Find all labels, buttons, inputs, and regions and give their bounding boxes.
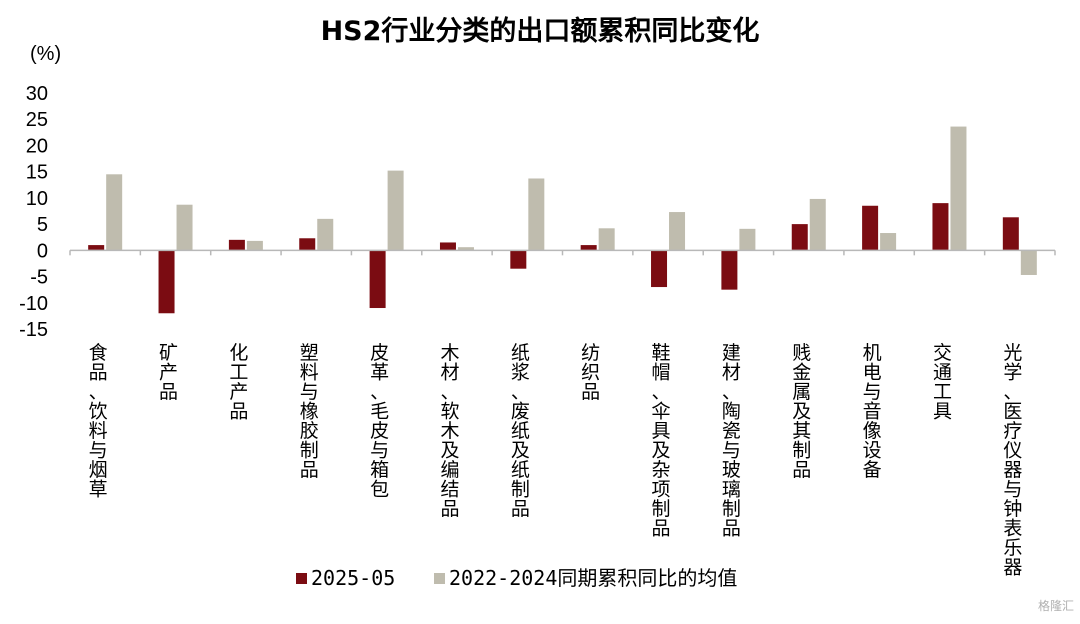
bar-series-1 xyxy=(439,242,456,251)
category-label: 交通工具 xyxy=(933,342,952,423)
bar-series-2 xyxy=(457,247,474,251)
bar-series-1 xyxy=(932,203,949,251)
bar-series-1 xyxy=(791,224,808,251)
bar-series-1 xyxy=(580,245,597,251)
y-tick-label: -5 xyxy=(30,267,48,289)
y-tick-label: -15 xyxy=(19,319,48,341)
bar-series-2 xyxy=(317,218,334,251)
category-label: 木材、软木及编结品 xyxy=(440,342,459,520)
legend-item: 2025-05 xyxy=(296,566,395,590)
y-axis-unit: (%) xyxy=(30,43,61,65)
category-label: 建材、陶瓷与玻璃制品 xyxy=(722,342,741,540)
bar-series-2 xyxy=(1020,250,1037,275)
bar-series-1 xyxy=(88,245,105,251)
y-tick-label: 15 xyxy=(26,162,48,184)
bars xyxy=(88,126,1037,314)
legend-swatch xyxy=(434,573,445,584)
bar-series-1 xyxy=(721,250,738,290)
legend-item: 2022-2024同期累积同比的均值 xyxy=(434,566,737,590)
bar-series-2 xyxy=(246,240,263,251)
chart-title: HS2行业分类的出口额累积同比变化 xyxy=(321,15,760,47)
bar-series-2 xyxy=(669,212,686,251)
bar-series-2 xyxy=(598,228,615,251)
bar-series-2 xyxy=(880,233,897,251)
category-labels: 食品、饮料与烟草 矿产品 化工产品 塑料与橡胶制品 皮革、毛皮与箱包 木材、软木及编结品 纸… xyxy=(89,342,1023,579)
bar-series-1 xyxy=(228,239,245,251)
y-tick-label: 20 xyxy=(26,135,48,157)
category-label: 纸浆、废纸及纸制品 xyxy=(511,342,530,520)
legend: 2025-05 2022-2024同期累积同比的均值 xyxy=(296,566,737,590)
bar-series-2 xyxy=(809,198,826,251)
y-tick-label: 0 xyxy=(37,240,48,262)
category-label: 贱金属及其制品 xyxy=(792,342,811,481)
bar-series-1 xyxy=(510,250,527,269)
y-tick-label: -10 xyxy=(19,293,48,315)
bar-series-2 xyxy=(528,178,545,251)
x-axis xyxy=(69,249,1056,256)
bar-series-2 xyxy=(950,126,967,251)
y-tick-label: 10 xyxy=(26,188,48,210)
watermark: 格隆汇 xyxy=(1038,598,1074,613)
category-label: 矿产品 xyxy=(159,342,178,403)
bar-series-2 xyxy=(176,204,193,251)
category-label: 塑料与橡胶制品 xyxy=(300,342,319,481)
category-label: 光学、医疗仪器与钟表乐器 xyxy=(1003,342,1022,579)
bar-series-1 xyxy=(158,250,175,314)
bar-series-1 xyxy=(651,250,668,288)
category-label: 机电与音像设备 xyxy=(863,342,882,481)
category-label: 皮革、毛皮与箱包 xyxy=(370,342,389,501)
y-tick-label: 30 xyxy=(26,83,48,105)
bar-series-1 xyxy=(1002,217,1019,251)
category-label: 鞋帽、伞具及杂项制品 xyxy=(652,342,671,540)
bar-series-1 xyxy=(299,238,316,251)
y-axis-ticks: 30 25 20 15 10 5 0 -5 -10 -15 xyxy=(19,83,48,341)
legend-label: 2025-05 xyxy=(311,566,395,590)
bar-series-2 xyxy=(106,174,123,251)
category-label: 食品、饮料与烟草 xyxy=(89,342,108,501)
legend-swatch xyxy=(296,573,307,584)
bar-series-1 xyxy=(369,250,386,309)
category-label: 纺织品 xyxy=(581,342,600,403)
category-label: 化工产品 xyxy=(229,342,248,423)
bar-series-2 xyxy=(739,228,756,251)
y-tick-label: 25 xyxy=(26,109,48,131)
y-tick-label: 5 xyxy=(37,214,48,236)
bar-series-1 xyxy=(862,205,879,251)
bar-series-2 xyxy=(387,170,404,251)
legend-label: 2022-2024同期累积同比的均值 xyxy=(449,566,737,590)
